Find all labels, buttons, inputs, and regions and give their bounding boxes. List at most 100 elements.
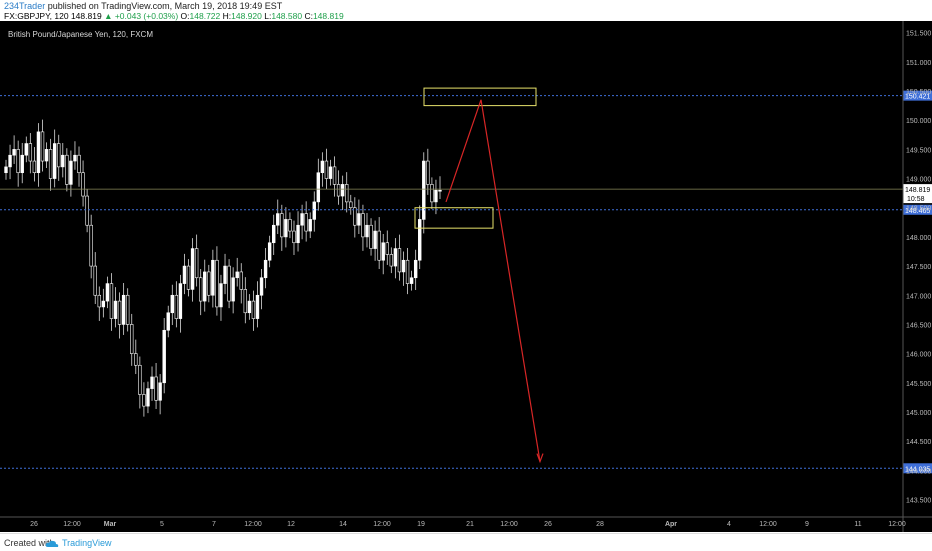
change-value: ▲ +0.043 (+0.03%) — [104, 11, 179, 21]
candle-body — [267, 242, 272, 261]
candle-body — [20, 154, 24, 174]
candle-body — [40, 131, 45, 162]
candle-body — [235, 271, 239, 279]
author-link[interactable]: 234Trader — [4, 1, 46, 11]
x-tick-label: 7 — [212, 521, 216, 528]
candle-body — [105, 283, 110, 302]
candle-body — [227, 265, 231, 302]
candle-body — [251, 300, 256, 319]
x-tick-label: 14 — [339, 521, 347, 528]
candle-body — [150, 376, 154, 389]
level-price-tag — [903, 90, 932, 101]
candle-body — [52, 143, 57, 179]
lower-zone-box — [414, 207, 494, 229]
tradingview-logo[interactable]: TradingView — [45, 538, 112, 548]
y-tick-label: 150.000 — [906, 118, 931, 125]
candle-body — [332, 166, 337, 185]
candle-body — [336, 184, 341, 197]
level-lines: 150.421 148.465 144.035 148.819 10:58 — [0, 90, 932, 474]
candle-body — [109, 283, 114, 319]
footer-bar: Created with TradingView — [0, 533, 932, 551]
candle-body — [44, 149, 49, 162]
x-tick-label: 11 — [854, 521, 861, 528]
low-label: L: — [264, 11, 272, 21]
candle-body — [203, 271, 207, 302]
header-bar: 234Trader published on TradingView.com, … — [0, 0, 932, 21]
candle-body — [121, 294, 126, 325]
candle-body — [190, 248, 195, 290]
candle-body — [134, 353, 138, 366]
y-tick-label: 145.500 — [906, 381, 931, 388]
candle-body — [263, 259, 268, 279]
y-tick-label: 146.000 — [906, 352, 931, 359]
candle-body — [28, 143, 33, 162]
current-price-text: 148.819 — [905, 187, 930, 194]
candle-body — [101, 300, 106, 308]
candle-body — [162, 329, 166, 384]
candle-body — [320, 160, 325, 174]
candle-body — [397, 248, 402, 273]
candle-body — [81, 172, 85, 197]
candle-body — [393, 248, 398, 267]
candle-body — [69, 160, 73, 185]
time-axis[interactable]: 26 12:00 Mar 5 7 12:00 12 14 12:00 19 21 12:00 26 28 A… — [30, 521, 906, 528]
candle-body — [369, 224, 373, 249]
x-tick-label: Mar — [104, 521, 117, 528]
created-with-text: Created with — [4, 538, 55, 548]
y-tick-label: 144.500 — [906, 439, 931, 446]
candle-body — [57, 143, 61, 168]
candles — [4, 119, 442, 417]
candle-body — [178, 283, 183, 319]
low-value: 148.580 — [271, 11, 303, 21]
candle-body — [385, 242, 389, 255]
x-tick-label: 5 — [160, 521, 164, 528]
candle-body — [418, 219, 422, 261]
y-tick-label: 148.000 — [906, 235, 931, 242]
candle-body — [349, 201, 353, 209]
candle-body — [422, 160, 426, 220]
open-value: 148.722 — [189, 11, 221, 21]
candle-body — [324, 160, 329, 179]
y-tick-label: 151.000 — [906, 60, 931, 67]
candle-body — [194, 248, 199, 279]
chart-panel[interactable]: 150.421 148.465 144.035 148.819 10:58 151.50… — [0, 21, 932, 532]
candle-body — [430, 184, 434, 203]
published-text: published on TradingView.com, March 19, … — [47, 1, 283, 11]
candle-body — [174, 294, 179, 319]
candle-body — [219, 283, 223, 308]
candle-body — [259, 277, 264, 296]
candle-body — [186, 265, 191, 290]
candle-body — [211, 259, 215, 296]
candle-body — [357, 213, 361, 226]
candle-body — [300, 213, 304, 226]
y-tick-label: 144.000 — [906, 468, 931, 475]
candle-body — [413, 259, 418, 279]
candle-body — [340, 184, 345, 197]
candle-body — [434, 189, 438, 203]
y-tick-label: 151.500 — [906, 31, 931, 38]
candle-body — [247, 300, 252, 314]
candle-body — [154, 376, 158, 401]
instrument-label: British Pound/Japanese Yen, 120, FXCM — [8, 30, 153, 39]
candle-body — [65, 154, 69, 185]
y-tick-label: 149.000 — [906, 177, 931, 184]
candle-body — [16, 149, 20, 174]
candle-body — [130, 324, 134, 354]
x-tick-label: 4 — [727, 521, 731, 528]
x-tick-label: 21 — [466, 521, 474, 528]
price-chart[interactable]: 150.421 148.465 144.035 148.819 10:58 151.50… — [0, 21, 932, 532]
x-tick-label: 12:00 — [759, 521, 777, 528]
price-axis[interactable]: 151.500 151.000 150.500 150.000 149.500 149.0… — [906, 31, 931, 505]
y-tick-label: 146.500 — [906, 322, 931, 329]
last-price: 148.819 — [70, 11, 102, 21]
close-label: C: — [304, 11, 313, 21]
candle-body — [32, 160, 37, 174]
y-tick-label: 145.000 — [906, 410, 931, 417]
y-tick-label: 149.500 — [906, 147, 931, 154]
candle-body — [272, 224, 276, 244]
candle-body — [243, 289, 248, 314]
y-tick-label: 147.000 — [906, 293, 931, 300]
candle-body — [304, 213, 308, 232]
high-value: 148.920 — [231, 11, 262, 21]
y-tick-label: 143.500 — [906, 497, 931, 504]
